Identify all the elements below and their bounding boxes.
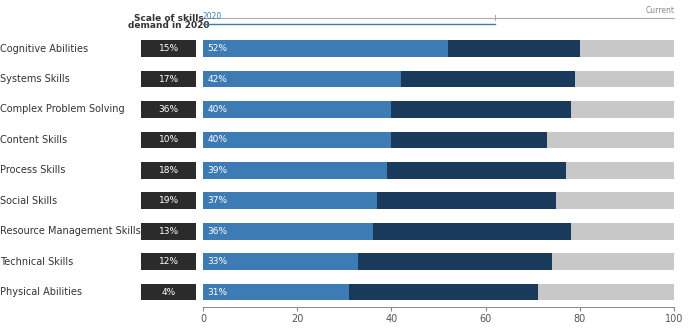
- Text: Technical Skills: Technical Skills: [0, 257, 73, 267]
- Bar: [575, 71, 674, 88]
- Bar: [203, 71, 401, 88]
- Text: 10%: 10%: [158, 135, 179, 144]
- Text: 42%: 42%: [208, 74, 228, 84]
- Text: Cognitive Abilities: Cognitive Abilities: [0, 44, 88, 54]
- Bar: [358, 253, 552, 270]
- Text: Physical Abilities: Physical Abilities: [0, 287, 82, 297]
- FancyBboxPatch shape: [141, 192, 196, 209]
- Text: 40%: 40%: [208, 105, 228, 114]
- Text: 2020: 2020: [203, 12, 222, 21]
- Bar: [566, 162, 674, 179]
- Text: 36%: 36%: [208, 227, 228, 236]
- Bar: [557, 192, 674, 209]
- Text: 17%: 17%: [158, 74, 179, 84]
- Bar: [391, 132, 547, 148]
- Text: 39%: 39%: [208, 166, 228, 175]
- Bar: [391, 101, 570, 118]
- Text: 15%: 15%: [158, 44, 179, 53]
- Text: Complex Problem Solving: Complex Problem Solving: [0, 105, 125, 115]
- Text: 13%: 13%: [158, 227, 179, 236]
- Text: 31%: 31%: [208, 288, 228, 297]
- Bar: [547, 132, 674, 148]
- FancyBboxPatch shape: [141, 132, 196, 148]
- Text: 33%: 33%: [208, 257, 228, 266]
- Bar: [401, 71, 575, 88]
- Text: Social Skills: Social Skills: [0, 196, 57, 206]
- Text: Process Skills: Process Skills: [0, 165, 65, 175]
- Bar: [203, 253, 358, 270]
- Text: 37%: 37%: [208, 196, 228, 205]
- Bar: [448, 40, 580, 57]
- Bar: [373, 223, 570, 239]
- Text: 40%: 40%: [208, 135, 228, 144]
- Bar: [203, 192, 377, 209]
- FancyBboxPatch shape: [141, 71, 196, 88]
- Bar: [203, 132, 391, 148]
- Text: 12%: 12%: [159, 257, 179, 266]
- FancyBboxPatch shape: [141, 40, 196, 57]
- Bar: [387, 162, 566, 179]
- Bar: [203, 223, 373, 239]
- FancyBboxPatch shape: [141, 162, 196, 179]
- Text: Content Skills: Content Skills: [0, 135, 67, 145]
- Text: 52%: 52%: [208, 44, 228, 53]
- Bar: [570, 223, 674, 239]
- Text: 19%: 19%: [158, 196, 179, 205]
- Bar: [552, 253, 674, 270]
- Bar: [580, 40, 674, 57]
- Text: Current: Current: [645, 6, 674, 15]
- Text: Systems Skills: Systems Skills: [0, 74, 69, 84]
- Bar: [349, 284, 537, 301]
- FancyBboxPatch shape: [141, 284, 196, 301]
- Bar: [203, 284, 349, 301]
- Bar: [203, 162, 387, 179]
- Bar: [537, 284, 674, 301]
- FancyBboxPatch shape: [141, 101, 196, 118]
- Text: Scale of skills: Scale of skills: [133, 14, 204, 23]
- Bar: [570, 101, 674, 118]
- FancyBboxPatch shape: [141, 253, 196, 270]
- Text: 4%: 4%: [162, 288, 175, 297]
- Text: 36%: 36%: [158, 105, 179, 114]
- FancyBboxPatch shape: [141, 223, 196, 239]
- Text: Resource Management Skills: Resource Management Skills: [0, 226, 141, 236]
- Text: demand in 2020: demand in 2020: [128, 21, 209, 30]
- Bar: [377, 192, 557, 209]
- Bar: [203, 101, 391, 118]
- Text: 18%: 18%: [158, 166, 179, 175]
- Bar: [203, 40, 448, 57]
